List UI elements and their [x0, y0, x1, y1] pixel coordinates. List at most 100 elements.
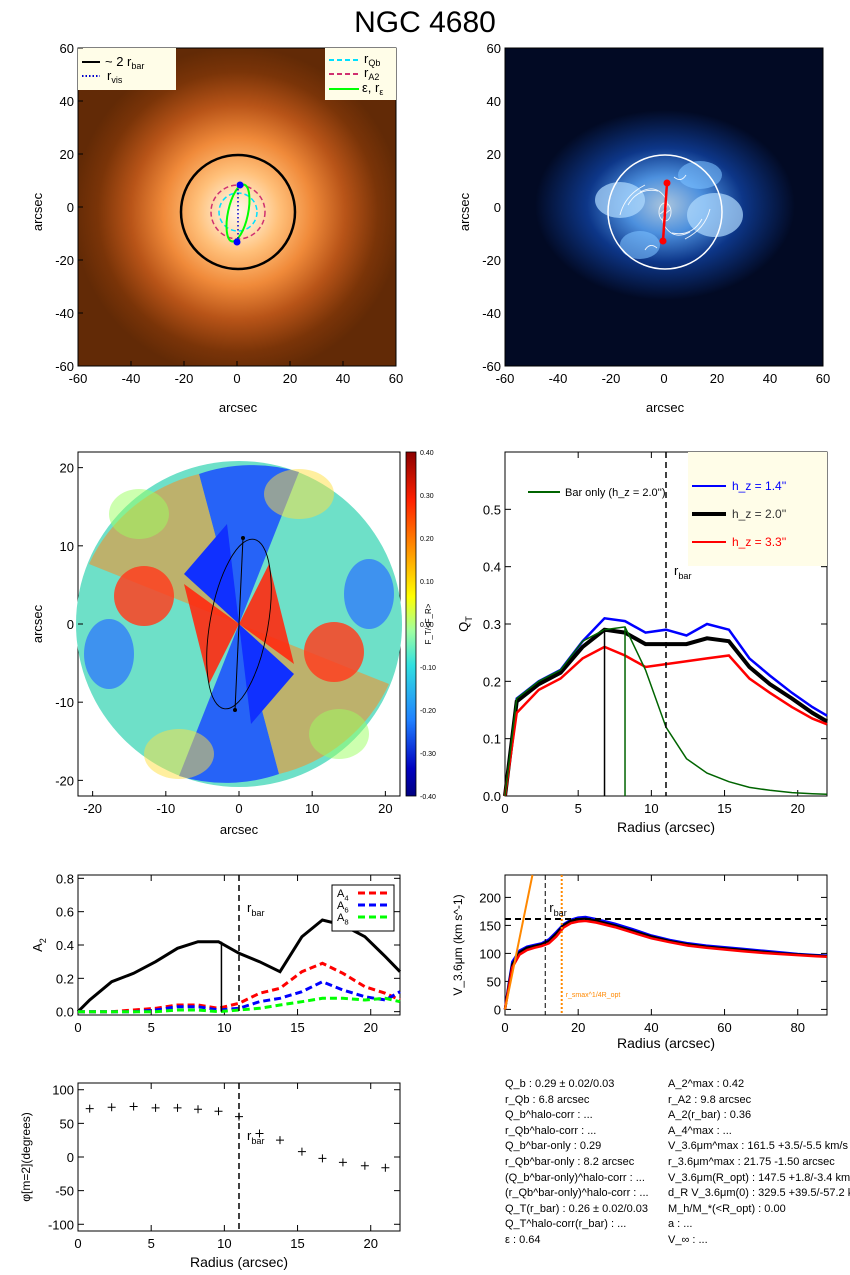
y-tick-label: 0 — [67, 1150, 74, 1165]
stats-left: Q_b : 0.29 ± 0.02/0.03 r_Qb : 6.8 arcsec Q… — [505, 1077, 649, 1249]
annotation-label: A4 — [337, 888, 349, 902]
phase-point — [275, 1136, 284, 1145]
forcemap-panel: 0.40 0.30 0.20 0.10 0.00 -0.10 -0.20 -0.30 -0.40… — [30, 450, 436, 837]
x-tick-label: 10 — [644, 801, 658, 816]
legend-entry: h_z = 1.4'' — [732, 479, 786, 493]
annotation-label: rbar — [247, 1128, 265, 1146]
colorbar-tick: -0.40 — [420, 794, 436, 801]
svg-text:arcsec: arcsec — [30, 604, 45, 643]
x-axis-label: Radius (arcsec) — [190, 1254, 288, 1270]
tick-label: -10 — [55, 695, 74, 710]
y-tick-label: 0.2 — [483, 674, 501, 689]
y-tick-label: 0.3 — [483, 617, 501, 632]
series-line — [503, 919, 828, 1010]
series-line — [503, 917, 828, 1010]
stat-line: A_4^max : ... — [668, 1124, 732, 1137]
annotation-label: rbar — [247, 900, 265, 918]
y-tick-label: 0 — [494, 1002, 501, 1017]
tick-label: -60 — [482, 359, 501, 374]
colorbar-tick: 0.30 — [420, 493, 434, 500]
x-tick-label: 40 — [644, 1020, 658, 1035]
stat-line: A_2^max : 0.42 — [668, 1078, 745, 1090]
tick-label: 60 — [60, 41, 74, 56]
y-tick-label: 0.0 — [483, 789, 501, 804]
y-tick-label: 0.4 — [56, 938, 74, 953]
x-tick-label: 15 — [290, 1020, 304, 1035]
legend-entry: h_z = 2.0'' — [732, 507, 786, 521]
phase-point — [318, 1154, 327, 1163]
tick-label: 20 — [487, 147, 501, 162]
tick-label: 20 — [283, 371, 297, 386]
x-tick-label: 5 — [148, 1020, 155, 1035]
annotation-label: QT — [456, 616, 474, 632]
stat-line: Q_T^halo-corr(r_bar) : ... — [505, 1218, 627, 1231]
y-tick-label: 0.0 — [56, 1005, 74, 1020]
tick-label: 20 — [378, 801, 392, 816]
y-tick-label: 0.4 — [483, 560, 501, 575]
tick-label: 0 — [235, 801, 242, 816]
colorbar-tick: -0.20 — [420, 708, 436, 715]
phase-chart: 0 5 10 15 20 -100 -50 0 50 100 rbar Radius (arcsec)… — [19, 1082, 401, 1270]
y-tick-label: 150 — [479, 918, 501, 933]
y-tick-label: 0.8 — [56, 871, 74, 886]
rotation-chart: 0 20 40 60 80 0 50 100 150 200 rbar r_smax^1/4R_opt… — [451, 874, 828, 1051]
stat-line: a : ... — [668, 1218, 693, 1231]
stat-line: r_Qb : 6.8 arcsec — [505, 1093, 590, 1106]
y-tick-label: 200 — [479, 890, 501, 905]
x-tick-label: 15 — [290, 1236, 304, 1251]
svg-text:arcsec: arcsec — [646, 400, 685, 415]
rvis-marker — [236, 181, 244, 189]
stat-line: V_3.6μm^max : 161.5 +3.5/-5.5 km/s — [668, 1140, 848, 1153]
stat-line: (Q_b^bar-only)^halo-corr : ... — [505, 1171, 645, 1184]
colorbar-tick: 0.10 — [420, 579, 434, 586]
tick-label: 0 — [494, 200, 501, 215]
x-tick-label: 5 — [575, 801, 582, 816]
stat-line: Q_T(r_bar) : 0.26 ± 0.02/0.03 — [505, 1202, 648, 1215]
tick-label: 60 — [389, 371, 403, 386]
residual-circle — [607, 154, 723, 270]
colorbar-tick: 0.20 — [420, 536, 434, 543]
colorbar-tick: 0.40 — [420, 450, 434, 457]
tick-label: -40 — [482, 306, 501, 321]
x-tick-label: 20 — [363, 1020, 377, 1035]
x-tick-label: 60 — [717, 1020, 731, 1035]
x-axis-label: Radius (arcsec) — [617, 819, 715, 835]
svg-text:arcsec: arcsec — [220, 822, 259, 837]
tick-label: -20 — [602, 371, 621, 386]
bar-circle — [179, 153, 297, 271]
y-axis-label: φ[m=2](degrees) — [19, 1112, 33, 1201]
y-tick-label: 0.5 — [483, 502, 501, 517]
y-tick-label: 0.2 — [56, 971, 74, 986]
y-tick-label: -100 — [48, 1217, 74, 1232]
tick-label: -60 — [69, 371, 88, 386]
phase-point — [214, 1107, 223, 1116]
tick-label: 0 — [233, 371, 240, 386]
x-tick-label: 0 — [501, 801, 508, 816]
qt-chart: 0 5 10 15 20 0.0 0.1 0.2 0.3 0.4 0.5 rbar Bar only (… — [456, 451, 829, 835]
phase-point — [173, 1103, 182, 1112]
y-tick-label: 50 — [487, 974, 501, 989]
colorbar-label: F_T/<F_R> — [424, 603, 433, 644]
stat-line: M_h/M_*(<R_opt) : 0.00 — [668, 1202, 786, 1215]
annotation-label: rbar — [674, 563, 692, 581]
stat-line: d_R V_3.6μm(0) : 329.5 +39.5/-57.2 km/s/… — [668, 1187, 850, 1200]
series-line — [78, 996, 401, 1014]
rvis-marker — [233, 238, 241, 246]
tick-label: 20 — [710, 371, 724, 386]
page-title: NGC 4680 — [354, 6, 496, 39]
x-tick-label: 20 — [790, 801, 804, 816]
tick-label: 10 — [305, 801, 319, 816]
y-tick-label: 0.6 — [56, 905, 74, 920]
stats-right: A_2^max : 0.42 r_A2 : 9.8 arcsec A_2(r_bar… — [668, 1077, 850, 1249]
stat-line: V_3.6μm(R_opt) : 147.5 +1.8/-3.4 km/s — [668, 1171, 850, 1184]
x-tick-label: 0 — [74, 1020, 81, 1035]
x-tick-label: 20 — [571, 1020, 585, 1035]
tick-label: -10 — [156, 801, 175, 816]
y-tick-label: 100 — [479, 946, 501, 961]
svg-text:arcsec: arcsec — [457, 192, 472, 231]
stat-line: A_2(r_bar) : 0.36 — [668, 1109, 752, 1122]
tick-label: -60 — [496, 371, 515, 386]
phase-point — [85, 1104, 94, 1113]
stat-line: Q_b^bar-only : 0.29 — [505, 1140, 602, 1153]
